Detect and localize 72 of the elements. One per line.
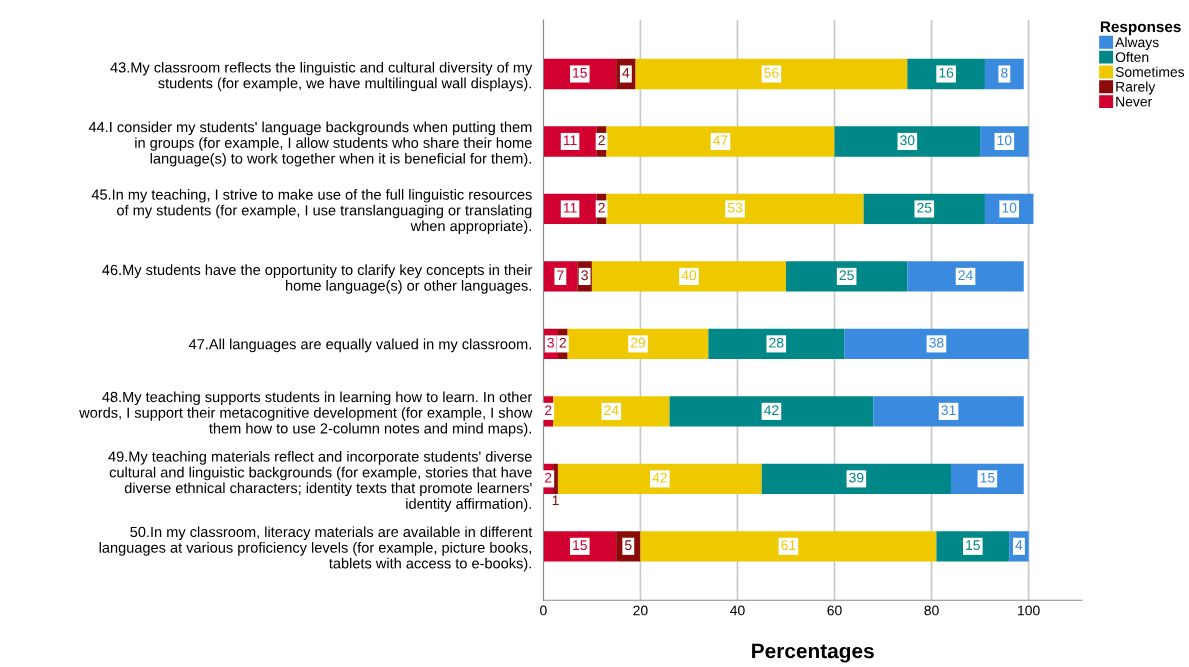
bar (844, 328, 1029, 360)
x-tick-label: 80 (924, 605, 939, 616)
legend-label: Always (1115, 37, 1159, 50)
x-tick-label: 60 (827, 605, 842, 616)
data-label: 2 (545, 405, 552, 415)
data-label: 28 (769, 337, 784, 348)
data-label: 4 (1015, 540, 1023, 550)
bar (635, 58, 908, 90)
bar (669, 396, 874, 427)
data-label: 4 (622, 68, 630, 78)
data-label: 16 (939, 67, 954, 78)
data-label: 2 (598, 135, 605, 146)
data-label: 8 (1001, 67, 1008, 78)
x-tick-label: 0 (540, 605, 547, 616)
y-tick-label: 50.In my classroom, literacy materials are available in different languages at various proficiency levels (for example, picture books, tablets with access to e-books). (99, 526, 533, 572)
data-label: 47 (713, 135, 728, 146)
data-label: 53 (727, 202, 743, 213)
data-label: 25 (839, 270, 854, 281)
data-label: 25 (917, 202, 932, 213)
data-label: 61 (781, 540, 796, 551)
y-tick-label: 47.All languages are equally valued in my classroom. (188, 338, 531, 353)
data-label: 15 (573, 68, 587, 78)
y-tick-label: 46.My students have the opportunity to clarify key concepts in their home language(s) or other languages. (102, 264, 533, 294)
x-axis-title: Percentages (752, 643, 874, 663)
data-label: 7 (557, 270, 564, 281)
y-tick-label: 43.My classroom reflects the linguistic and cultural diversity of my students (for example, we have multilingual wall displays). (110, 61, 533, 92)
data-label: 2 (559, 337, 566, 348)
legend-label: Sometimes (1115, 66, 1185, 77)
bar (640, 531, 937, 562)
data-label: 1 (552, 495, 559, 506)
data-label: 10 (997, 135, 1012, 146)
bar (785, 261, 908, 292)
data-label: 15 (966, 540, 980, 551)
y-tick-label: 45.In my teaching, I strive to make use of the full linguistic resources of my students (for example, I use translanguaging or translating when appropriate). (91, 189, 532, 235)
data-label: 31 (941, 405, 956, 416)
legend-label: Often (1115, 51, 1149, 63)
bar (873, 396, 1024, 427)
data-label: 5 (624, 540, 632, 551)
bar (863, 193, 985, 225)
data-label: 2 (598, 202, 605, 213)
data-label: 39 (849, 472, 864, 483)
x-tick-label: 40 (730, 605, 745, 616)
legend-label: Never (1116, 96, 1152, 107)
data-label: 3 (547, 337, 554, 348)
data-label: 2 (545, 472, 552, 483)
bar (834, 126, 981, 157)
y-tick-label: 49.My teaching materials reflect and incorporate students' diverse cultural and linguistic backgrounds (for example, stories that have diverse ethnical characters; identity texts that promote learners' identity affirmation). (108, 451, 532, 512)
x-tick-label: 20 (633, 605, 648, 616)
data-label: 56 (764, 67, 779, 78)
bar (708, 328, 845, 360)
data-label: 11 (563, 202, 577, 213)
y-tick-label: 48.My teaching supports students in learning how to learn. In other words, I support their metacognitive development (for example, I show them how to use 2-column notes and mind maps). (79, 391, 533, 437)
data-label: 29 (630, 337, 646, 348)
data-label: 15 (980, 472, 995, 483)
bar (907, 261, 1024, 292)
data-label: 38 (929, 337, 944, 348)
data-label: 3 (581, 270, 588, 281)
data-label: 42 (764, 405, 779, 415)
x-tick-label: 100 (1018, 605, 1040, 616)
data-label: 10 (1002, 202, 1017, 213)
data-label: 24 (604, 405, 619, 415)
data-label: 40 (681, 270, 697, 281)
bar (543, 531, 617, 562)
data-label: 11 (563, 135, 577, 146)
legend-title: Responses (1100, 21, 1181, 36)
bar (761, 463, 951, 495)
data-label: 30 (900, 135, 915, 146)
legend-label: Rarely (1116, 81, 1156, 95)
data-label: 24 (958, 270, 973, 281)
data-label: 42 (652, 472, 667, 483)
data-label: 15 (573, 540, 587, 551)
y-tick-label: 44.I consider my students' language backgrounds when putting them in groups (for example, I allow students who share their home language(s) to work together when it is beneficial for them). (88, 121, 532, 167)
